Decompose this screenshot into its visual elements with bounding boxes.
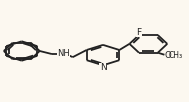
Text: F: F xyxy=(136,28,142,37)
Text: CH₃: CH₃ xyxy=(169,51,183,60)
Text: N: N xyxy=(100,63,106,72)
Text: NH: NH xyxy=(57,49,70,58)
Text: O: O xyxy=(165,51,172,60)
